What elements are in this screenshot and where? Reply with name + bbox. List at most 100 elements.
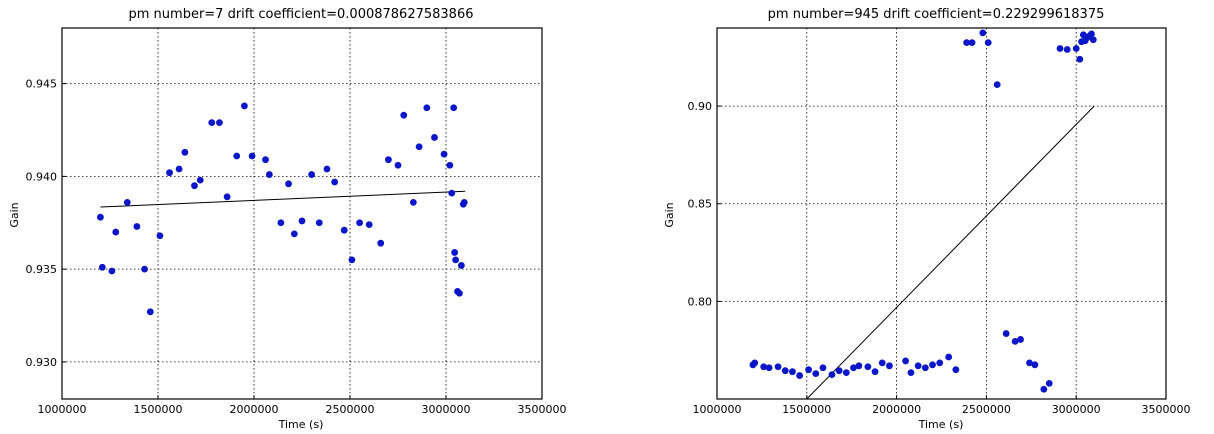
data-point (789, 368, 796, 376)
x-tick-label: 2000000 (872, 403, 921, 416)
data-point (451, 249, 459, 256)
data-point (356, 219, 363, 227)
data-point (208, 119, 216, 127)
x-tick-label: 1500000 (782, 403, 831, 416)
x-tick-label: 2500000 (962, 403, 1011, 416)
data-point (1076, 55, 1084, 63)
x-tick-label: 2500000 (326, 403, 375, 416)
data-point (460, 198, 468, 206)
data-point (902, 357, 909, 365)
data-point (760, 363, 768, 371)
data-point (308, 171, 315, 178)
data-point (1002, 330, 1010, 337)
data-point (146, 308, 154, 316)
chart-title: pm number=7 drift coefficient=0.00087862… (129, 7, 474, 22)
data-point (108, 267, 116, 275)
data-point (365, 221, 373, 229)
plot-area: 1000000 1500000 2000000 2500000 3000000 35000… (26, 27, 567, 416)
data-point (878, 359, 886, 367)
data-point (828, 371, 836, 378)
data-point (850, 364, 857, 372)
fit-line (806, 105, 1095, 399)
data-point (409, 198, 417, 206)
data-point (929, 361, 936, 369)
chart-gain-pm945: pm number=945 drift coefficient=0.229299… (663, 7, 1191, 431)
data-point (440, 150, 448, 158)
data-point (181, 148, 189, 156)
y-axis-label: Gain (8, 202, 21, 227)
data-point (315, 219, 323, 227)
data-point (248, 152, 256, 160)
data-point (98, 263, 106, 271)
data-point (348, 256, 356, 264)
data-point (450, 104, 458, 112)
x-tick-label: 2000000 (230, 403, 279, 416)
data-point (277, 219, 285, 227)
data-point (765, 364, 773, 372)
data-point (175, 165, 183, 173)
data-point (812, 370, 820, 378)
data-point (968, 39, 976, 47)
data-point (871, 368, 879, 376)
data-point (835, 367, 843, 375)
data-point (452, 256, 459, 264)
data-point (290, 230, 298, 238)
data-point (781, 367, 789, 375)
data-point (233, 152, 241, 160)
x-tick-label: 1000000 (693, 403, 742, 416)
data-point (166, 169, 173, 177)
y-tick-label: 0.935 (26, 263, 58, 276)
data-point (864, 363, 872, 371)
data-point (394, 161, 402, 169)
x-tick-label: 3000000 (422, 403, 471, 416)
data-point (819, 364, 827, 372)
data-point (796, 372, 804, 379)
y-tick-label: 0.945 (26, 78, 58, 91)
data-point (285, 180, 292, 188)
data-point (1011, 337, 1019, 345)
data-point (1031, 361, 1039, 369)
data-point (191, 182, 198, 190)
data-point (805, 366, 812, 374)
data-point (1045, 379, 1053, 387)
data-point (431, 134, 438, 141)
data-point (1088, 30, 1095, 38)
chart-title: pm number=945 drift coefficient=0.229299… (768, 7, 1105, 22)
data-point (855, 362, 863, 370)
data-point (400, 111, 408, 119)
data-point (921, 364, 929, 372)
data-point (196, 176, 204, 184)
data-layer (97, 102, 468, 316)
y-axis-label: Gain (663, 202, 676, 227)
data-point (331, 178, 339, 186)
data-point (112, 228, 120, 236)
data-point (1017, 336, 1024, 343)
data-point (298, 217, 306, 225)
x-tick-label: 1500000 (134, 403, 183, 416)
x-tick-label: 3000000 (1052, 403, 1101, 416)
data-point (141, 265, 148, 273)
y-tick-label: 0.85 (688, 198, 713, 211)
data-point (952, 366, 960, 374)
data-point (262, 156, 269, 164)
plot-frame (61, 27, 543, 400)
data-point (323, 165, 331, 173)
data-point (1063, 46, 1071, 53)
data-point (886, 362, 893, 370)
data-point (241, 102, 248, 110)
data-point (123, 198, 131, 206)
x-tick-label: 3500000 (518, 403, 567, 416)
data-point (446, 161, 454, 169)
data-point (774, 363, 782, 371)
data-point (914, 362, 922, 370)
plot-area: 1000000 1500000 2000000 2500000 3000000 35000… (688, 27, 1191, 416)
data-point (216, 119, 223, 127)
y-tick-label: 0.80 (688, 295, 713, 308)
data-point (979, 29, 987, 37)
data-point (385, 156, 392, 164)
data-point (377, 239, 385, 247)
data-point (945, 353, 953, 361)
data-point (265, 171, 273, 178)
data-point (1040, 385, 1048, 393)
data-point (223, 193, 231, 201)
